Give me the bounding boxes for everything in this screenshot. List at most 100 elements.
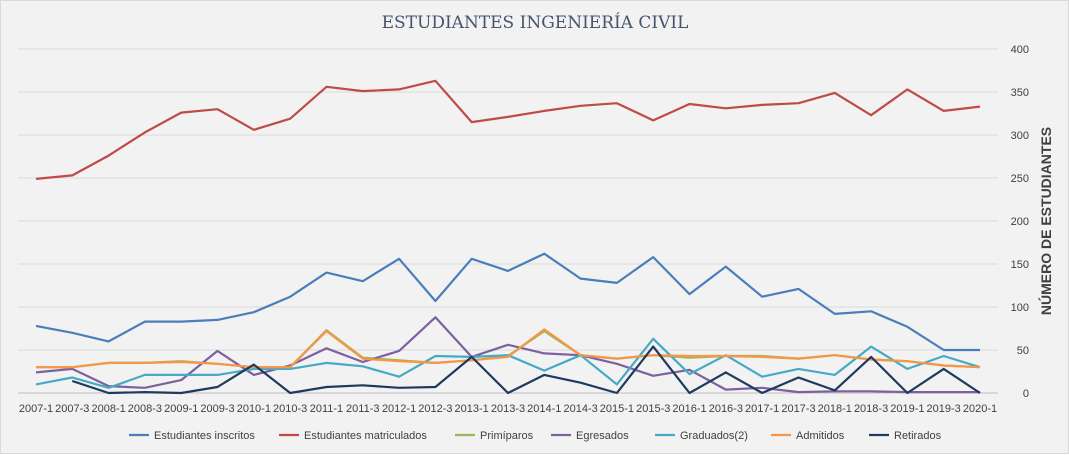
data-point xyxy=(796,356,801,361)
data-point xyxy=(324,384,329,389)
legend-item[interactable]: Estudiantes matriculados xyxy=(279,430,427,442)
x-tick-label: 2007-1 xyxy=(19,403,53,415)
data-point xyxy=(614,280,619,285)
data-point xyxy=(70,378,75,383)
y-tick-label: 0 xyxy=(1023,388,1029,400)
data-point xyxy=(433,78,438,83)
data-point xyxy=(34,382,39,387)
y-tick-label: 350 xyxy=(1011,87,1029,99)
data-point xyxy=(651,344,656,349)
data-point xyxy=(506,391,511,396)
data-point xyxy=(433,360,438,365)
data-point xyxy=(106,153,111,158)
data-point xyxy=(796,366,801,371)
x-tick-label: 2014-1 xyxy=(527,403,561,415)
data-point xyxy=(179,110,184,115)
data-point xyxy=(70,173,75,178)
data-point xyxy=(433,384,438,389)
data-point xyxy=(723,370,728,375)
data-point xyxy=(760,374,765,379)
data-point xyxy=(978,365,983,370)
x-tick-label: 2010-1 xyxy=(237,403,271,415)
data-point xyxy=(760,391,765,396)
data-point xyxy=(905,324,910,329)
data-point xyxy=(978,104,983,109)
data-point xyxy=(360,356,365,361)
data-point xyxy=(360,279,365,284)
data-point xyxy=(542,372,547,377)
data-point xyxy=(469,256,474,261)
data-point xyxy=(869,309,874,314)
data-point xyxy=(723,387,728,392)
data-point xyxy=(142,390,147,395)
legend-label: Primíparos xyxy=(480,430,534,442)
data-point xyxy=(360,364,365,369)
data-point xyxy=(251,362,256,367)
data-point xyxy=(251,372,256,377)
data-point xyxy=(614,356,619,361)
data-point xyxy=(651,373,656,378)
data-point xyxy=(215,372,220,377)
x-tick-label: 2012-3 xyxy=(418,403,452,415)
data-point xyxy=(506,114,511,119)
data-point xyxy=(832,311,837,316)
x-tick-label: 2019-1 xyxy=(890,403,924,415)
data-point xyxy=(941,348,946,353)
series-line-estudiantes-matriculados xyxy=(35,79,981,180)
legend-item[interactable]: Estudiantes inscritos xyxy=(129,430,255,442)
x-tick-label: 2007-3 xyxy=(55,403,89,415)
data-point xyxy=(324,360,329,365)
y-tick-label: 250 xyxy=(1011,173,1029,185)
legend-label: Admitidos xyxy=(796,430,845,442)
series-line-admitidos xyxy=(36,328,981,369)
data-point xyxy=(142,319,147,324)
data-point xyxy=(179,372,184,377)
legend-item[interactable]: Graduados(2) xyxy=(655,430,748,442)
data-point xyxy=(360,89,365,94)
data-point xyxy=(941,366,946,371)
data-point xyxy=(651,118,656,123)
data-point xyxy=(905,87,910,92)
data-point xyxy=(760,294,765,299)
data-point xyxy=(687,354,692,359)
data-point xyxy=(578,103,583,108)
data-point xyxy=(614,361,619,366)
data-point xyxy=(397,374,402,379)
data-point xyxy=(34,176,39,181)
data-point xyxy=(360,383,365,388)
data-point xyxy=(832,388,837,393)
x-tick-label: 2014-3 xyxy=(563,403,597,415)
legend-item[interactable]: Primíparos xyxy=(455,430,534,442)
data-point xyxy=(796,101,801,106)
y-tick-label: 150 xyxy=(1011,259,1029,271)
data-point xyxy=(106,385,111,390)
data-point xyxy=(433,315,438,320)
y-tick-label: 50 xyxy=(1017,345,1029,357)
data-point xyxy=(723,354,728,359)
data-point xyxy=(397,87,402,92)
legend-item[interactable]: Egresados xyxy=(551,430,629,442)
legend-item[interactable]: Retirados xyxy=(869,430,942,442)
x-tick-label: 2016-3 xyxy=(709,403,743,415)
data-point xyxy=(687,391,692,396)
data-point xyxy=(687,372,692,377)
data-point xyxy=(832,90,837,95)
data-point xyxy=(760,385,765,390)
data-point xyxy=(651,336,656,341)
series-line-estudiantes-inscritos xyxy=(35,252,980,352)
legend-label: Egresados xyxy=(576,430,629,442)
x-tick-label: 2013-3 xyxy=(491,403,525,415)
data-point xyxy=(324,346,329,351)
y-axis-label: NÚMERO DE ESTUDIANTES xyxy=(1037,127,1054,315)
chart-title: ESTUDIANTES INGENIERÍA CIVIL xyxy=(382,12,689,33)
data-point xyxy=(796,286,801,291)
data-point xyxy=(796,390,801,395)
legend-label: Retirados xyxy=(894,430,942,442)
data-point xyxy=(542,351,547,356)
legend-label: Graduados(2) xyxy=(680,430,748,442)
data-point xyxy=(397,256,402,261)
data-point xyxy=(978,391,983,396)
data-point xyxy=(905,366,910,371)
legend-item[interactable]: Admitidos xyxy=(771,430,845,442)
x-tick-label: 2010-3 xyxy=(273,403,307,415)
